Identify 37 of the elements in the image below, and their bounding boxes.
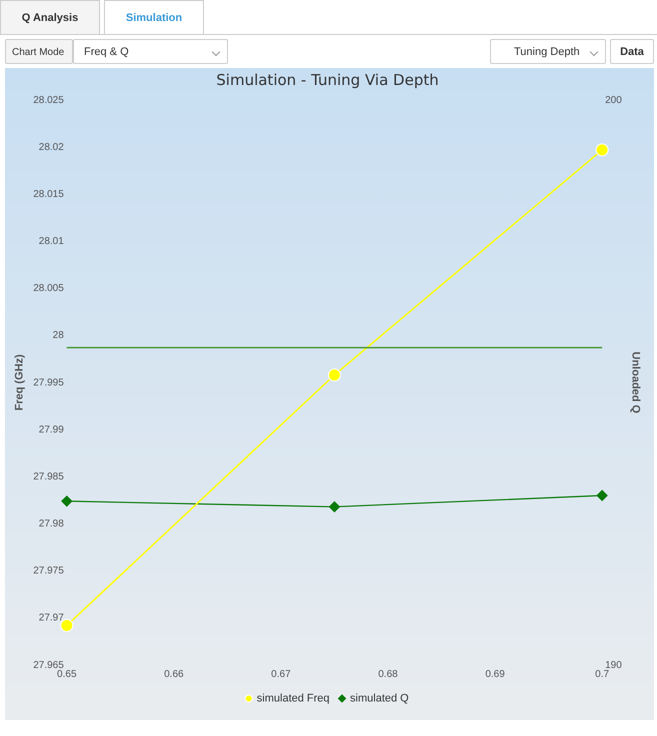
- x-tick-label: 0.67: [271, 668, 292, 680]
- y-tick-label: 28.015: [33, 188, 64, 200]
- point: [596, 143, 609, 156]
- y-tick-label: 28.025: [33, 94, 64, 106]
- text: Data: [610, 39, 654, 64]
- y-tick-label: 27.98: [38, 518, 64, 530]
- y-tick-label: 28.01: [38, 236, 64, 247]
- point: [596, 490, 608, 501]
- y2-tick-label: 200: [605, 94, 622, 106]
- x-tick-label: 0.66: [164, 668, 184, 680]
- y-tick-label: 27.97: [38, 612, 64, 624]
- text: Chart Mode: [5, 39, 73, 64]
- legend-label: simulated Q: [350, 692, 410, 705]
- y-tick-label: 27.99: [38, 424, 64, 436]
- y2-axis-title: Unloaded Q: [629, 352, 642, 414]
- y-tick-label: 27.965: [33, 660, 64, 671]
- y-axis-title: Freq (GHz): [14, 354, 26, 411]
- y-tick-label: 27.985: [33, 471, 64, 482]
- text: Freq & Q: [73, 39, 228, 64]
- text: Tuning Depth: [490, 39, 606, 64]
- x-tick-label: 0.68: [378, 668, 398, 680]
- point: [61, 496, 72, 507]
- text: Simulation: [104, 0, 204, 34]
- text: Q Analysis: [0, 0, 100, 34]
- point: [328, 501, 340, 512]
- y2-tick-label: 190: [605, 660, 622, 671]
- y-tick-label: 28.005: [33, 283, 64, 294]
- y-tick-label: 27.975: [33, 566, 64, 577]
- x-tick-label: 0.69: [485, 668, 506, 680]
- x-tick-label: 0.65: [57, 668, 77, 680]
- y-tick-label: 28.02: [38, 142, 64, 153]
- chart-title: Simulation - Tuning Via Depth: [216, 70, 439, 89]
- point: [328, 368, 341, 382]
- x-tick-label: 0.7: [595, 668, 610, 680]
- y-tick-label: 28: [52, 330, 64, 342]
- legend-label: simulated Freq: [256, 692, 330, 705]
- y-tick-label: 27.995: [33, 377, 64, 388]
